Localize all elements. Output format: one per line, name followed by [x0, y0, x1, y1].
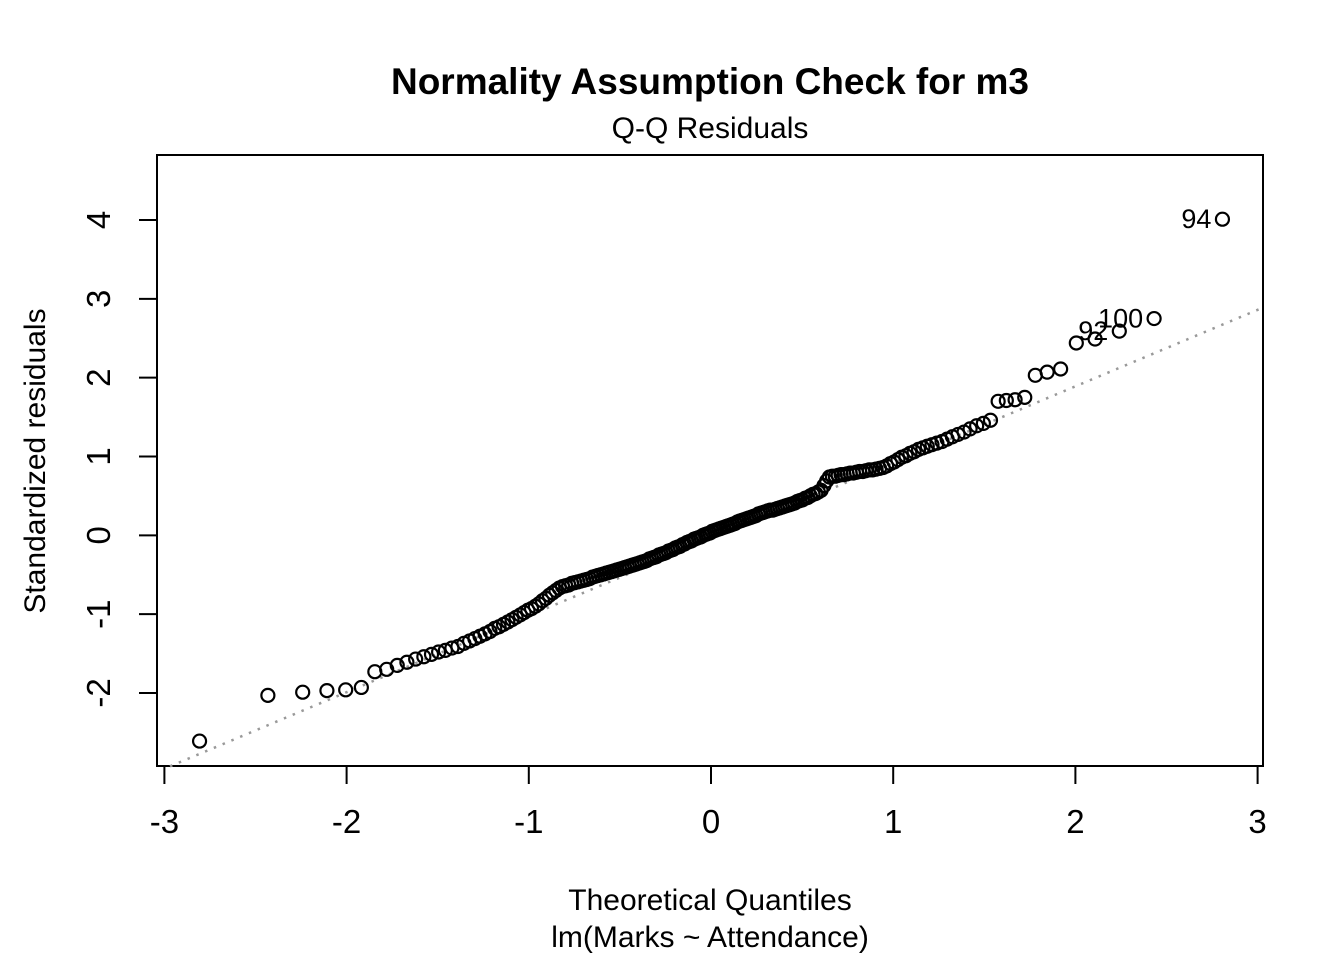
- data-point: [416, 649, 432, 665]
- y-tick-label: 0: [80, 526, 117, 544]
- plot-box: [156, 154, 1264, 767]
- data-point: [1053, 361, 1069, 377]
- y-tick-label: 4: [80, 211, 117, 229]
- point-label-92: 92: [1078, 316, 1108, 346]
- point-label-94: 94: [1181, 204, 1211, 234]
- data-point: [1017, 389, 1033, 405]
- data-point: [408, 651, 424, 667]
- data-point: [1068, 335, 1084, 351]
- data-point: [423, 646, 440, 662]
- chart-title: Normality Assumption Check for m3: [390, 61, 1030, 102]
- chart-subtitle: Q-Q Residuals: [611, 112, 809, 145]
- data-point: [1039, 364, 1055, 380]
- y-tick-label: 1: [80, 447, 117, 465]
- data-point: [998, 392, 1014, 409]
- data-point: [319, 683, 335, 699]
- data-point: [1146, 310, 1162, 327]
- y-axis: -2 -1 0 1 2 3 4: [80, 211, 157, 708]
- data-point: [982, 412, 999, 428]
- data-point: [969, 418, 985, 434]
- x-tick-label: 1: [884, 803, 902, 840]
- data-point: [1111, 323, 1127, 339]
- data-point: [295, 684, 311, 700]
- data-point: [1214, 211, 1231, 227]
- data-point: [338, 682, 354, 698]
- y-tick-label: -1: [80, 599, 117, 628]
- data-point: [260, 687, 276, 703]
- data-point: [191, 733, 208, 749]
- point-label-100: 100: [1098, 304, 1143, 334]
- y-tick-label: 2: [80, 368, 117, 386]
- data-point: [367, 664, 383, 680]
- x-tick-label: 3: [1248, 803, 1266, 840]
- x-axis-label: Theoretical Quantiles: [568, 884, 852, 917]
- x-tick-label: -2: [332, 803, 361, 840]
- scatter-points: [191, 211, 1231, 749]
- x-axis: -3 -2 -1 0 1 2 3: [150, 766, 1267, 840]
- x-axis-model-label: lm(Marks ~ Attendance): [551, 921, 869, 954]
- data-point: [1087, 331, 1103, 347]
- x-tick-label: 0: [702, 803, 720, 840]
- x-tick-label: -3: [150, 803, 179, 840]
- data-point: [975, 415, 991, 431]
- x-tick-label: -1: [514, 803, 543, 840]
- y-tick-label: 3: [80, 290, 117, 308]
- data-point: [389, 657, 405, 673]
- x-tick-label: 2: [1066, 803, 1084, 840]
- data-point: [1007, 392, 1023, 408]
- data-point: [399, 654, 415, 670]
- data-point: [990, 393, 1006, 409]
- data-point: [353, 679, 369, 696]
- y-tick-label: -2: [80, 678, 117, 707]
- data-point: [431, 644, 447, 660]
